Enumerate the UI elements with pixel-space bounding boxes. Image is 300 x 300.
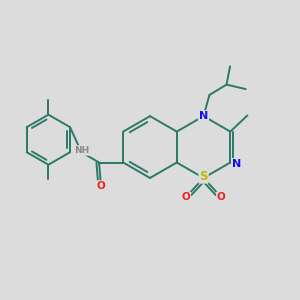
Text: S: S [199,170,208,183]
Text: N: N [232,159,242,169]
Text: O: O [97,181,106,191]
Text: O: O [182,192,190,203]
Text: N: N [199,111,208,121]
Text: NH: NH [74,146,89,155]
Text: O: O [217,192,226,203]
